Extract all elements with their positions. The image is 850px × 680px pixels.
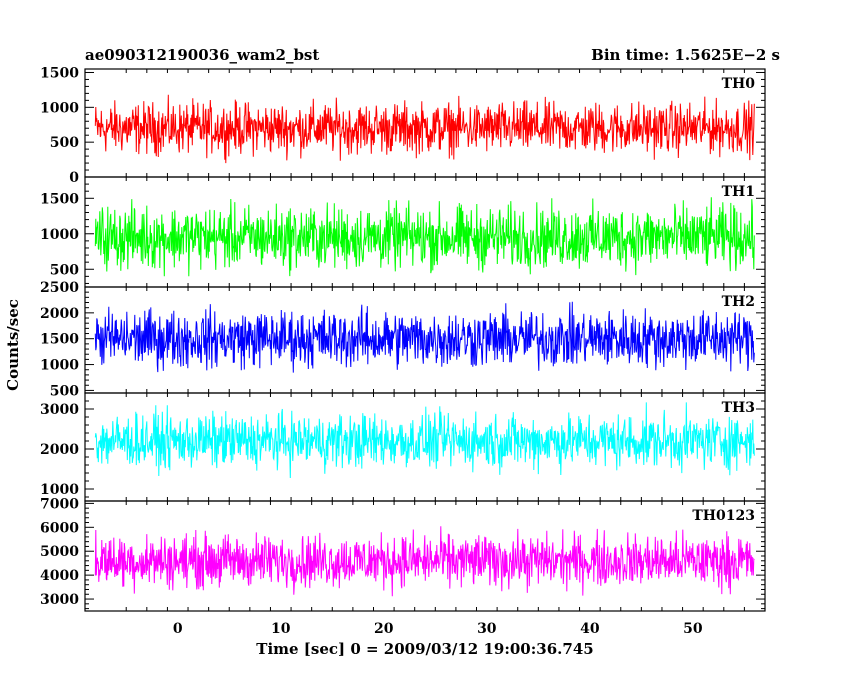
series-th1 — [94, 197, 755, 277]
y-tick-label: 1000 — [40, 482, 79, 498]
y-tick-label: 1000 — [40, 358, 79, 374]
y-tick-label: 500 — [50, 135, 79, 151]
panel-th3: 1000 2000 3000 TH3 — [40, 392, 766, 502]
y-tick-label: 0 — [69, 170, 79, 186]
x-tick-label: 0 — [173, 621, 183, 637]
y-tick-label: 1500 — [40, 65, 79, 81]
y-tick-label: 2000 — [40, 442, 79, 458]
series-th0 — [94, 94, 755, 164]
y-tick-label: 1500 — [40, 332, 79, 348]
x-tick-label: 30 — [477, 621, 497, 637]
panel-name-label: TH3 — [722, 400, 755, 416]
panel-name-label: TH0123 — [692, 508, 755, 524]
y-tick-label: 2000 — [40, 306, 79, 322]
y-tick-label: 500 — [50, 262, 79, 278]
y-tick-label: 7000 — [40, 496, 79, 512]
panel-th0: 0 500 1000 1500 TH0 — [40, 65, 766, 186]
y-tick-label: 2500 — [40, 280, 79, 296]
x-tick-label: 50 — [683, 621, 703, 637]
panel-th2: 500 1000 1500 2000 2500 TH2 — [40, 280, 766, 399]
panel-name-label: TH0 — [722, 76, 756, 92]
chart-title: ae090312190036_wam2_bst — [85, 46, 319, 64]
panel-name-label: TH1 — [722, 184, 755, 200]
series-th3 — [94, 402, 755, 479]
x-tick-label: 20 — [374, 621, 394, 637]
y-tick-label: 1500 — [40, 191, 79, 207]
y-tick-label: 3000 — [40, 592, 79, 608]
y-tick-label: 5000 — [40, 544, 79, 560]
panel-th0123: 3000 4000 5000 6000 7000 TH0123 — [40, 496, 766, 612]
y-axis-label: Counts/sec — [4, 299, 22, 391]
y-tick-label: 500 — [50, 383, 79, 399]
bin-time-label: Bin time: 1.5625E−2 s — [591, 46, 780, 64]
x-axis-label: Time [sec] 0 = 2009/03/12 19:00:36.745 — [256, 640, 593, 658]
panel-th1: 500 1000 1500 TH1 — [40, 176, 766, 288]
y-tick-label: 6000 — [40, 520, 79, 536]
x-tick-label: 10 — [271, 621, 291, 637]
series-th0123 — [94, 526, 755, 597]
y-tick-label: 3000 — [40, 402, 79, 418]
x-tick-label: 40 — [580, 621, 600, 637]
panel-name-label: TH2 — [722, 294, 755, 310]
y-tick-label: 1000 — [40, 100, 79, 116]
y-tick-label: 1000 — [40, 227, 79, 243]
series-th2 — [94, 301, 755, 373]
y-tick-label: 4000 — [40, 568, 79, 584]
